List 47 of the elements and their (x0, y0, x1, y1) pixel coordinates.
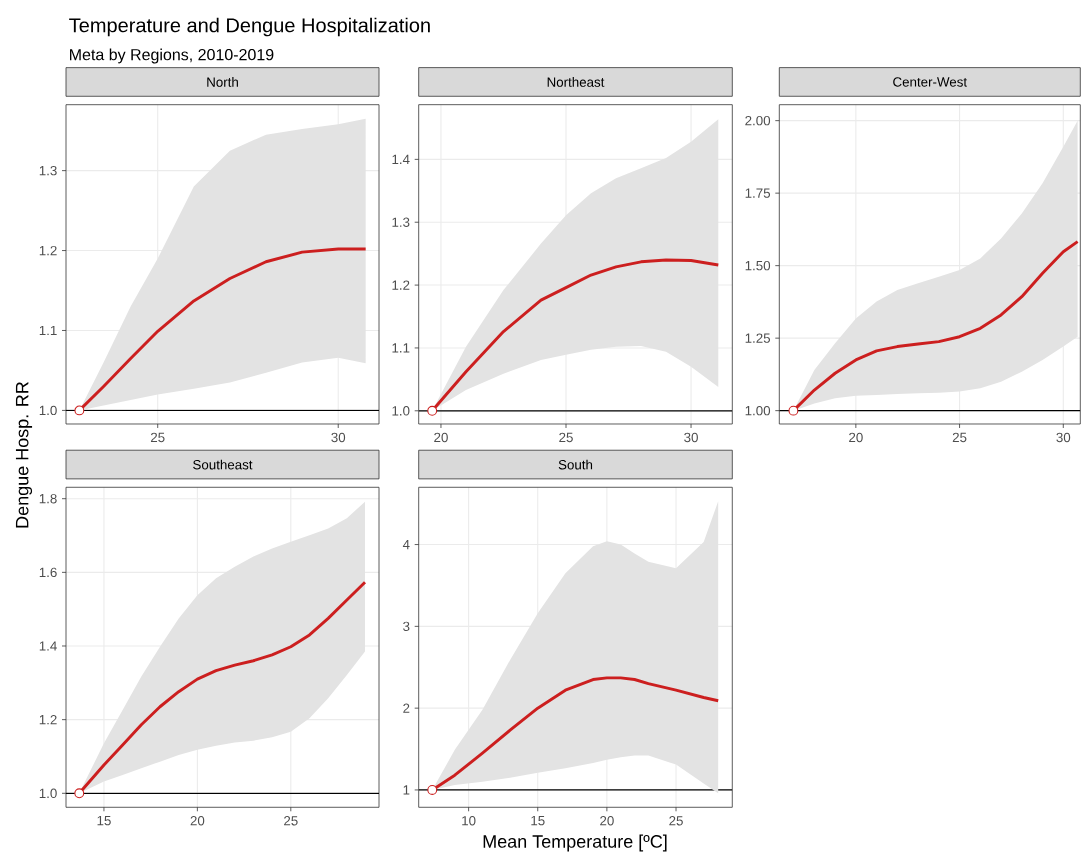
x-tick-label: 30 (1056, 432, 1071, 443)
chart-title: North (207, 77, 238, 87)
y-tick-label: 1.75 (745, 188, 771, 198)
y-tick-label: 1.0 (392, 406, 410, 416)
x-tick-label: 20 (849, 432, 863, 443)
y-tick-label: 1.2 (39, 715, 57, 725)
text: Mean Temperature [ºC] (483, 834, 667, 852)
x-tick-label: 20 (600, 816, 614, 826)
x-tick-label: 25 (669, 816, 683, 826)
y-tick-label: 1.3 (392, 217, 410, 227)
x-tick-label: 20 (190, 816, 205, 826)
text: Temperature and Dengue Hospitalization (69, 17, 430, 37)
y-tick-label: 1.1 (392, 343, 410, 353)
x-tick-label: 20 (434, 432, 448, 443)
x-tick-label: 25 (952, 432, 967, 443)
y-tick-label: 1.2 (392, 280, 410, 290)
y-tick-label: 2 (403, 703, 410, 713)
y-tick-label: 1.8 (39, 493, 57, 504)
x-tick-label: 25 (559, 432, 573, 443)
y-tick-label: 1.1 (39, 325, 57, 336)
y-tick-label: 1.0 (39, 405, 57, 416)
y-tick-label: 1.50 (745, 260, 771, 271)
x-tick-label: 30 (684, 432, 698, 443)
text: Dengue Hosp. RR (15, 381, 33, 528)
y-tick-label: 1 (403, 785, 410, 795)
x-tick-label: 25 (150, 432, 165, 443)
y-tick-label: 4 (402, 539, 410, 550)
chart-title: Northeast (547, 77, 605, 87)
chart-title: Center-West (893, 77, 967, 87)
x-tick-label: 15 (531, 815, 545, 826)
x-tick-label: 25 (284, 816, 298, 826)
y-tick-label: 2.00 (745, 115, 771, 126)
y-tick-label: 1.4 (392, 154, 410, 164)
y-tick-label: 1.0 (39, 788, 57, 799)
chart-title: Southeast (193, 459, 253, 470)
y-tick-label: 1.6 (39, 567, 57, 578)
y-tick-label: 1.00 (745, 405, 771, 416)
y-tick-label: 1.25 (745, 333, 771, 343)
y-tick-label: 1.2 (39, 245, 57, 256)
y-tick-label: 1.3 (39, 165, 57, 176)
y-tick-label: 1.4 (39, 641, 57, 651)
x-tick-label: 30 (331, 432, 346, 443)
text: Meta by Regions, 2010-2019 (70, 48, 274, 64)
chart-title: South (558, 459, 593, 470)
x-tick-label: 15 (97, 815, 111, 826)
x-tick-label: 10 (462, 816, 476, 826)
y-tick-label: 3 (403, 621, 410, 632)
